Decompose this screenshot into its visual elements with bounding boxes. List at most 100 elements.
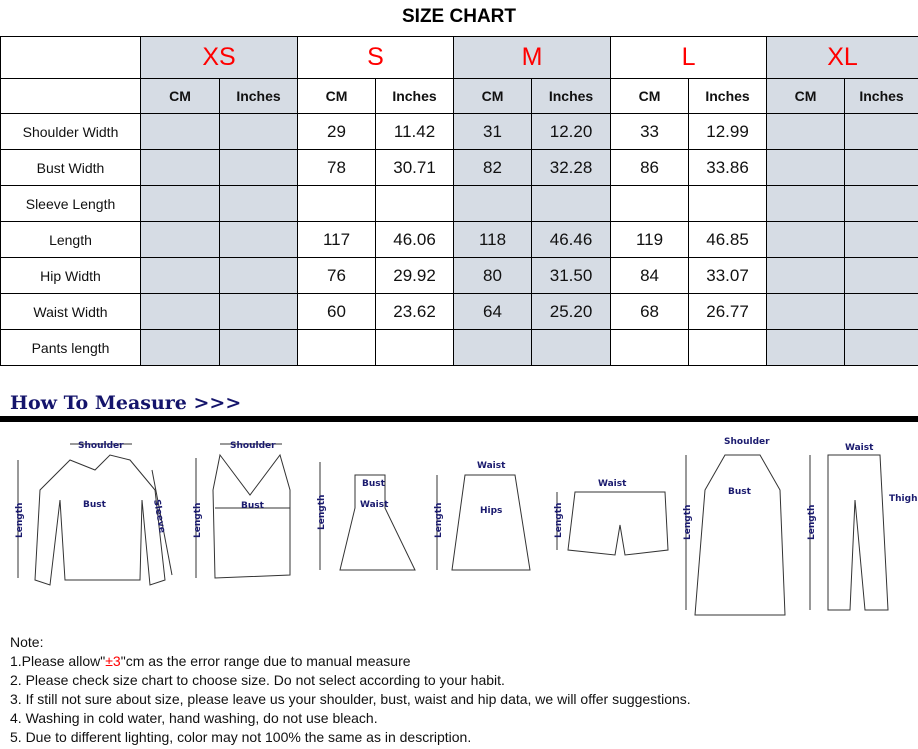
value-cell: 12.20 [531,113,612,150]
value-cell: 78 [297,149,377,186]
table-row: Sleeve Length [0,185,918,222]
value-cell: 33 [610,113,690,150]
divider [0,416,918,422]
label-shoulder: Shoulder [230,441,276,451]
value-cell: 29.92 [375,257,455,294]
label-length: Length [317,495,327,530]
value-cell [766,257,846,294]
value-cell [688,185,768,222]
table-row: Length 117 46.06 118 46.46 119 46.85 [0,221,918,258]
value-cell: 80 [453,257,533,294]
label-length: Length [15,503,25,538]
value-cell [766,221,846,258]
corner-cell [0,36,141,79]
value-cell: 26.77 [688,293,768,330]
unit-header-inches: Inches [688,78,768,114]
note-2: 2. Please check size chart to choose siz… [10,672,505,688]
label-waist: Waist [477,461,506,471]
value-cell [218,149,299,186]
value-cell [140,185,220,222]
value-cell [218,257,299,294]
value-cell: 31 [453,113,533,150]
notes-heading: Note: [10,634,44,650]
value-cell [531,185,612,222]
value-cell [844,113,918,150]
table-row: Shoulder Width 29 11.42 31 12.20 33 12.99 [0,113,918,150]
value-cell: 46.46 [531,221,612,258]
size-xs: XS [139,36,299,79]
shirt-illustration: Shoulder Bust Length Sleeve [15,441,173,586]
row-label: Bust Width [0,149,141,186]
value-cell [140,113,220,150]
value-cell: 46.85 [688,221,768,258]
value-cell: 12.99 [688,113,768,150]
label-shoulder: Shoulder [724,437,770,447]
value-cell [140,221,220,258]
value-cell: 82 [453,149,533,186]
value-cell: 60 [297,293,377,330]
value-cell: 11.42 [375,113,455,150]
value-cell [844,149,918,186]
chart-title: SIZE CHART [402,6,516,27]
value-cell [844,293,918,330]
value-cell: 68 [610,293,690,330]
value-cell [218,185,299,222]
value-cell [140,257,220,294]
value-cell: 31.50 [531,257,612,294]
value-cell: 32.28 [531,149,612,186]
value-cell [766,113,846,150]
value-cell [140,149,220,186]
shorts-illustration: Waist Length [554,479,669,556]
value-cell [766,185,846,222]
value-cell: 30.71 [375,149,455,186]
value-cell [218,329,299,366]
value-cell [844,329,918,366]
size-m: M [453,36,612,79]
value-cell [610,185,690,222]
value-cell: 86 [610,149,690,186]
unit-header-inches: Inches [375,78,455,114]
unit-header-cm: CM [766,78,846,114]
unit-header-cm: CM [610,78,690,114]
label-thigh: Thigh [889,494,917,504]
label-waist: Waist [598,479,627,489]
value-cell [297,329,377,366]
note-3: 3. If still not sure about size, please … [10,691,691,707]
value-cell: 46.06 [375,221,455,258]
value-cell: 25.20 [531,293,612,330]
value-cell: 118 [453,221,533,258]
how-to-measure-heading: How To Measure >>> [10,392,242,414]
pants-illustration: Waist Thigh Length [807,443,917,611]
label-length: Length [434,503,444,538]
table-row: Hip Width 76 29.92 80 31.50 84 33.07 [0,257,918,294]
row-label: Sleeve Length [0,185,141,222]
label-hips: Hips [480,506,502,516]
value-cell [453,185,533,222]
value-cell [844,185,918,222]
value-cell [766,329,846,366]
skirt-illustration: Waist Hips Length [434,461,531,571]
size-s: S [297,36,455,79]
value-cell [766,149,846,186]
label-bust: Bust [362,479,386,489]
row-label: Hip Width [0,257,141,294]
label-sleeve: Sleeve [151,499,167,534]
value-cell: 117 [297,221,377,258]
unit-header-cm: CM [140,78,220,114]
value-cell: 76 [297,257,377,294]
row-label: Shoulder Width [0,113,141,150]
notes: Note: 1.Please allow"±3"cm as the error … [10,633,691,747]
unit-header-inches: Inches [844,78,918,114]
value-cell [218,113,299,150]
value-cell [218,221,299,258]
label-shoulder: Shoulder [78,441,124,451]
value-cell: 84 [610,257,690,294]
size-table: XS S M L XL CM Inches CM Inches CM Inches CM In… [0,36,918,366]
dress-illustration: Bust Waist Length [317,462,416,571]
label-length: Length [554,503,564,538]
value-cell [218,293,299,330]
table-row: Waist Width 60 23.62 64 25.20 68 26.77 [0,293,918,330]
value-cell: 64 [453,293,533,330]
value-cell [531,329,612,366]
label-waist: Waist [360,500,389,510]
